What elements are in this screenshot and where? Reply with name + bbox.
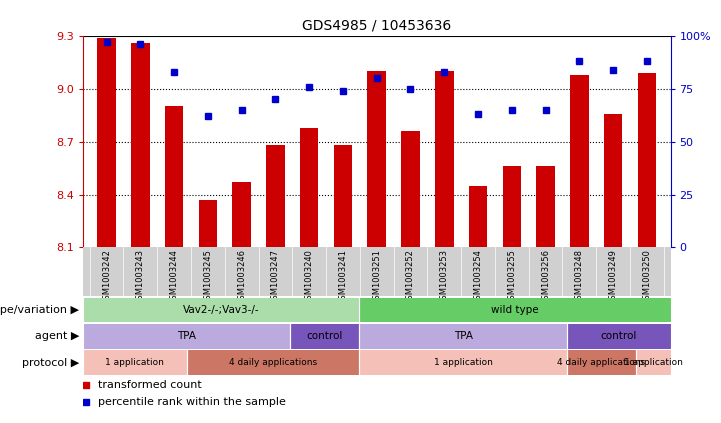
Text: GSM1003256: GSM1003256 <box>541 249 550 305</box>
Text: GSM1003249: GSM1003249 <box>609 249 618 305</box>
Text: GSM1003242: GSM1003242 <box>102 249 111 305</box>
Bar <box>83 298 360 322</box>
Title: GDS4985 / 10453636: GDS4985 / 10453636 <box>302 18 451 32</box>
Text: 1 application: 1 application <box>434 358 492 367</box>
Text: control: control <box>601 331 637 341</box>
Bar <box>232 182 251 247</box>
Bar <box>603 113 622 247</box>
Text: control: control <box>306 331 343 341</box>
Text: Vav2-/-;Vav3-/-: Vav2-/-;Vav3-/- <box>183 305 260 315</box>
Text: agent ▶: agent ▶ <box>35 331 79 341</box>
Text: wild type: wild type <box>491 305 539 315</box>
Text: 4 daily applications: 4 daily applications <box>557 358 645 367</box>
Text: GSM1003254: GSM1003254 <box>474 249 482 305</box>
Text: TPA: TPA <box>177 331 196 341</box>
Bar <box>266 145 285 247</box>
Text: genotype/variation ▶: genotype/variation ▶ <box>0 305 79 315</box>
Text: transformed count: transformed count <box>97 380 201 390</box>
Bar <box>469 186 487 247</box>
Bar <box>503 166 521 247</box>
Text: GSM1003246: GSM1003246 <box>237 249 246 305</box>
Bar <box>165 107 183 247</box>
Bar <box>198 200 217 247</box>
Bar <box>435 71 454 247</box>
Bar <box>637 73 656 247</box>
Bar <box>187 350 360 375</box>
Text: 1 application: 1 application <box>624 358 683 367</box>
Bar <box>300 128 319 247</box>
Text: GSM1003253: GSM1003253 <box>440 249 448 305</box>
Bar <box>567 324 671 349</box>
Bar <box>334 145 353 247</box>
Text: GSM1003243: GSM1003243 <box>136 249 145 305</box>
Bar <box>97 38 116 247</box>
Bar <box>368 71 386 247</box>
Bar <box>291 324 360 349</box>
Text: percentile rank within the sample: percentile rank within the sample <box>97 397 286 407</box>
Bar <box>83 350 187 375</box>
Text: GSM1003248: GSM1003248 <box>575 249 584 305</box>
Bar <box>536 166 555 247</box>
Text: GSM1003255: GSM1003255 <box>508 249 516 305</box>
Bar <box>83 324 291 349</box>
Text: TPA: TPA <box>454 331 473 341</box>
Text: GSM1003251: GSM1003251 <box>372 249 381 305</box>
Bar <box>570 75 588 247</box>
Bar <box>360 350 567 375</box>
Text: 4 daily applications: 4 daily applications <box>229 358 317 367</box>
Text: GSM1003241: GSM1003241 <box>338 249 348 305</box>
Text: GSM1003252: GSM1003252 <box>406 249 415 305</box>
Text: 1 application: 1 application <box>105 358 164 367</box>
Bar <box>567 350 636 375</box>
Bar <box>401 131 420 247</box>
Bar <box>636 350 671 375</box>
Text: GSM1003244: GSM1003244 <box>169 249 179 305</box>
Bar <box>131 43 150 247</box>
Text: GSM1003247: GSM1003247 <box>271 249 280 305</box>
Text: protocol ▶: protocol ▶ <box>22 357 79 368</box>
Text: GSM1003250: GSM1003250 <box>642 249 651 305</box>
Text: GSM1003245: GSM1003245 <box>203 249 213 305</box>
Text: GSM1003240: GSM1003240 <box>305 249 314 305</box>
Bar <box>360 324 567 349</box>
Bar <box>360 298 671 322</box>
